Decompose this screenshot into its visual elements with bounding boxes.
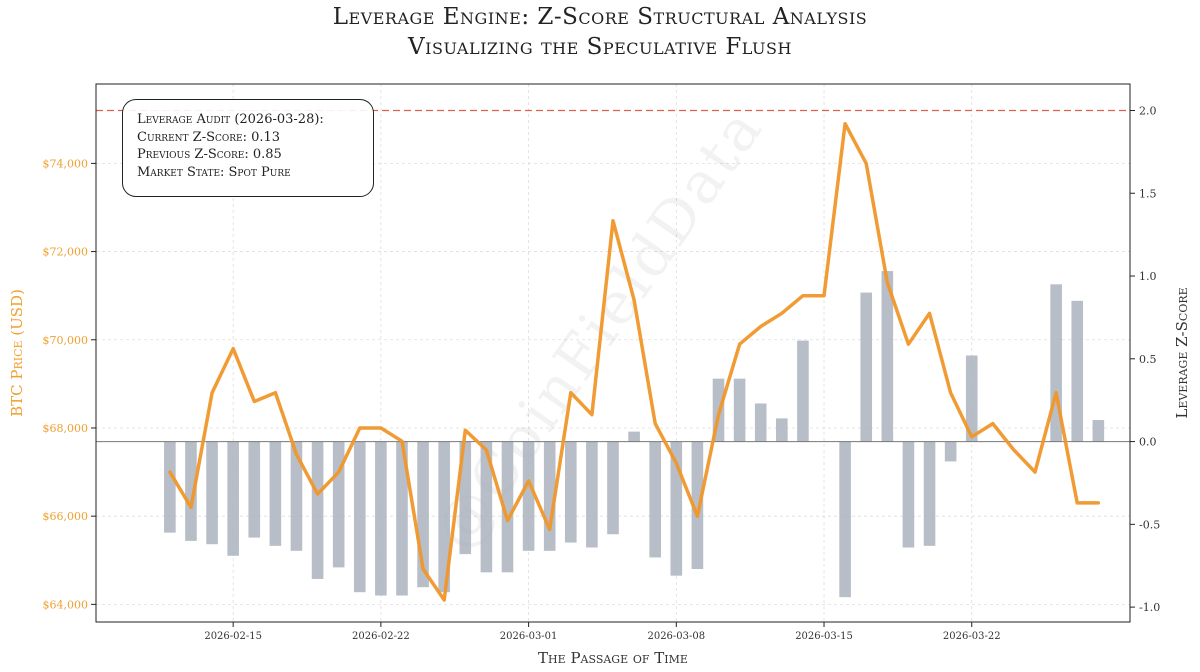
- z-score-bar: [1092, 420, 1105, 442]
- y-axis-right-label: Leverage Z-Score: [1173, 287, 1191, 418]
- right-tick-label: 1.5: [1139, 187, 1157, 200]
- x-tick-label: 2026-03-22: [943, 631, 1001, 642]
- right-tick-label: -0.5: [1139, 518, 1160, 531]
- right-tick-label: -1.0: [1139, 601, 1160, 614]
- z-score-bar: [269, 441, 282, 546]
- x-tick-label: 2026-02-15: [204, 631, 262, 642]
- z-score-bar: [902, 441, 915, 548]
- left-tick-label: $72,000: [43, 246, 89, 259]
- z-score-bar: [480, 441, 493, 573]
- z-score-bar: [290, 441, 303, 551]
- left-tick-label: $70,000: [43, 334, 89, 347]
- audit-market-state: Market State: Spot Pure: [137, 164, 291, 180]
- z-score-bar: [311, 441, 324, 579]
- z-score-bar: [776, 418, 788, 442]
- audit-heading: Leverage Audit (2026-03-28):: [137, 112, 324, 127]
- z-score-bar: [206, 441, 218, 545]
- z-score-bar: [227, 441, 239, 556]
- z-score-bar: [628, 431, 640, 442]
- price-line: [168, 121, 1101, 602]
- z-score-bar: [754, 403, 767, 442]
- z-score-bar: [438, 441, 450, 593]
- x-tick-label: 2026-02-22: [352, 631, 410, 642]
- left-tick-label: $68,000: [43, 422, 89, 435]
- z-score-bar: [396, 441, 408, 596]
- right-tick-label: 1.0: [1139, 270, 1157, 283]
- right-tick-label: 2.0: [1139, 104, 1157, 117]
- z-score-bar: [839, 441, 851, 598]
- audit-previous-zscore: Previous Z-Score: 0.85: [137, 147, 282, 162]
- z-score-bar: [1050, 284, 1062, 442]
- z-score-bar: [248, 441, 261, 538]
- z-score-bar: [417, 441, 429, 588]
- z-score-bar: [607, 441, 619, 535]
- left-axis: $64,000 $66,000 $68,000 $70,000 $72,000 $74,0…: [43, 157, 96, 611]
- x-axis-label: The Passage of Time: [538, 649, 688, 667]
- chart-title-line2: Visualizing the Speculative Flush: [408, 34, 792, 60]
- z-score-bar: [564, 441, 577, 543]
- z-score-bar: [522, 441, 535, 551]
- z-score-bar: [923, 441, 936, 546]
- leverage-audit-box: Leverage Audit (2026-03-28): Current Z-S…: [122, 99, 374, 197]
- plot-frame: [95, 83, 1131, 623]
- right-tick-label: 0.0: [1139, 436, 1157, 449]
- z-score-bar: [649, 441, 662, 558]
- right-tick-label: 0.5: [1139, 353, 1157, 366]
- z-score-bar: [353, 441, 366, 593]
- z-score-bar: [164, 441, 176, 533]
- z-score-bar: [586, 441, 598, 548]
- z-score-bar: [501, 441, 514, 573]
- z-score-bar: [543, 441, 556, 551]
- z-score-bar: [459, 441, 472, 555]
- chart-title-line1: Leverage Engine: Z-Score Structural Anal…: [332, 4, 868, 30]
- z-score-bar: [185, 441, 197, 541]
- x-tick-label: 2026-03-15: [795, 631, 853, 642]
- audit-current-zscore: Current Z-Score: 0.13: [137, 129, 281, 145]
- z-score-bars: [164, 271, 1105, 598]
- watermark-text: @CoinFieldData: [421, 95, 777, 562]
- left-tick-label: $74,000: [43, 157, 89, 170]
- z-score-bar: [797, 340, 809, 442]
- left-tick-label: $66,000: [43, 510, 89, 523]
- z-score-bar: [375, 441, 387, 596]
- z-score-bar: [670, 441, 683, 576]
- z-score-bar: [1071, 300, 1084, 442]
- z-score-bar: [691, 441, 704, 570]
- x-tick-label: 2026-03-01: [500, 631, 558, 642]
- right-axis: -1.0 -0.5 0.0 0.5 1.0 1.5 2.0: [1130, 104, 1160, 614]
- z-score-bar: [733, 378, 746, 442]
- z-score-bar: [965, 355, 978, 442]
- x-tick-label: 2026-03-08: [647, 631, 705, 642]
- z-score-bar: [860, 292, 873, 442]
- z-score-bar: [332, 441, 345, 568]
- z-score-bar: [881, 271, 894, 442]
- y-axis-left-label: BTC Price (USD): [8, 289, 26, 417]
- z-score-bar: [944, 441, 957, 462]
- left-tick-label: $64,000: [43, 598, 89, 611]
- x-axis: 2026-02-15 2026-02-22 2026-03-01 2026-03-08…: [204, 622, 1001, 642]
